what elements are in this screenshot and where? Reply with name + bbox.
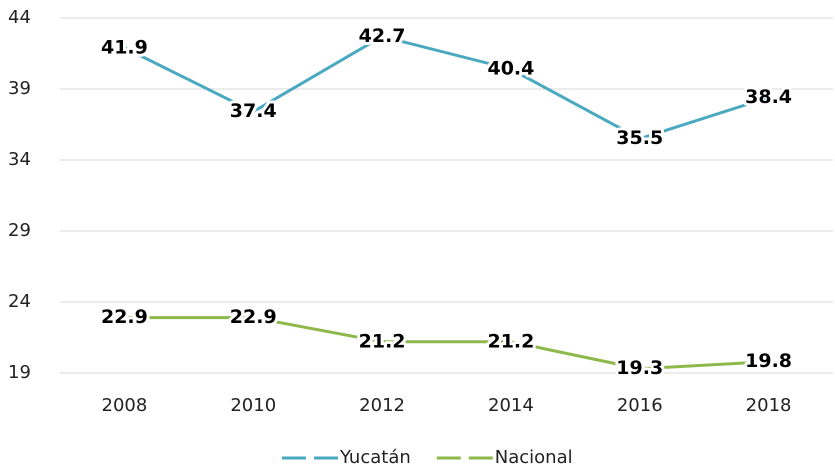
y-tick-label: 44 [8, 7, 31, 28]
y-tick-label: 39 [8, 78, 31, 99]
data-label: 22.9 [230, 306, 277, 328]
data-label: 37.4 [230, 100, 277, 122]
data-label: 35.5 [616, 127, 663, 149]
y-tick-label: 19 [8, 362, 31, 383]
data-label: 41.9 [101, 36, 148, 58]
data-label: 21.2 [359, 330, 406, 352]
data-label: 22.9 [101, 306, 148, 328]
data-label: 21.2 [487, 330, 534, 352]
x-tick-label: 2010 [230, 395, 276, 416]
x-tick-label: 2012 [359, 395, 405, 416]
x-tick-label: 2014 [488, 395, 534, 416]
x-tick-label: 2008 [102, 395, 148, 416]
legend: Yucatán Nacional [282, 447, 573, 468]
series-line [123, 34, 770, 141]
data-label: 19.8 [745, 350, 792, 372]
data-label: 38.4 [745, 86, 792, 108]
legend-label: Nacional [495, 447, 573, 468]
data-label: 19.3 [616, 357, 663, 379]
y-tick-label: 29 [8, 220, 31, 241]
data-label: 42.7 [359, 25, 406, 47]
y-tick-label: 24 [8, 291, 31, 312]
x-tick-label: 2018 [746, 395, 792, 416]
data-label: 40.4 [487, 58, 534, 80]
x-tick-label: 2016 [617, 395, 663, 416]
legend-label: Yucatán [339, 447, 411, 468]
series-line [124, 316, 769, 371]
y-tick-label: 34 [8, 149, 31, 170]
